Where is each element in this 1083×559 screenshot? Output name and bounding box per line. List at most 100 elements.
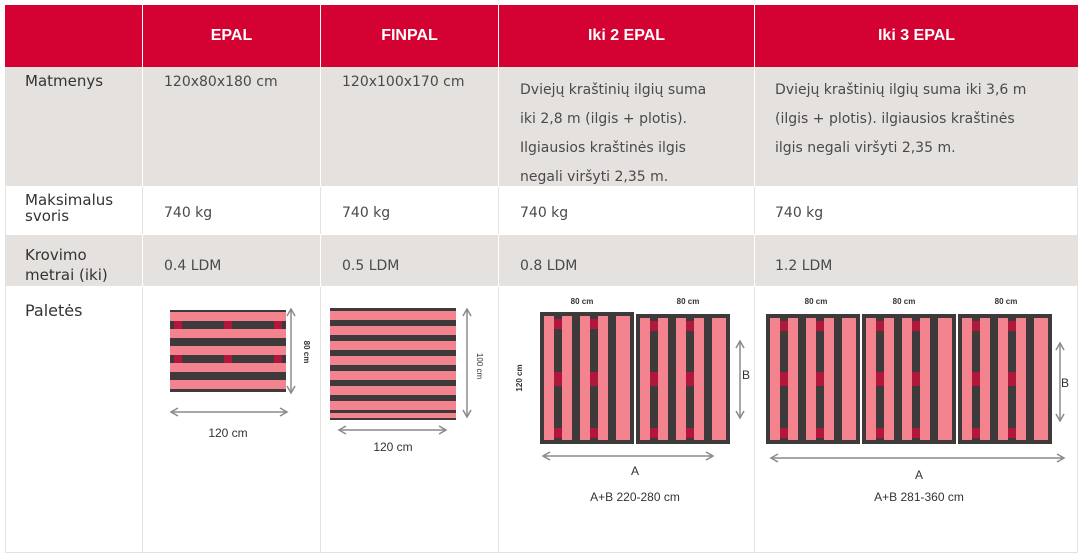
epal-pallet-diagram: 80 cm 120 cm (169, 307, 310, 440)
pallet-board (824, 318, 834, 440)
row-krovimo (5, 235, 1078, 286)
pallet-board (330, 311, 456, 320)
iki2-dimensions-line: iki 2,8 m (ilgis + plotis). (520, 111, 688, 127)
column-divider (320, 187, 321, 234)
iki2-ldm: 0.8 LDM (520, 258, 578, 274)
pallet-block (650, 372, 658, 386)
iki2-dimensions-line: Dviejų kraštinių ilgių suma (520, 82, 707, 98)
iki3-dimensions-line: ilgis negali viršyti 2,35 m. (775, 140, 956, 156)
pallet-block (174, 355, 182, 363)
epal-weight: 740 kg (164, 205, 213, 221)
epal-width-label: 120 cm (208, 426, 247, 440)
iki2-range-label: A+B 220-280 cm (590, 490, 680, 504)
column-divider (498, 5, 499, 553)
pallet-board (544, 316, 554, 440)
pallet-board (330, 341, 456, 350)
pallet-block (554, 319, 562, 329)
pallet-block (274, 355, 282, 363)
pallet-block (816, 321, 824, 331)
iki2-b-label: B (742, 368, 750, 382)
pallet-board (170, 329, 286, 338)
pallet-board (842, 318, 856, 440)
pallet-board (598, 316, 608, 440)
row-matmenys (5, 67, 1078, 186)
column-divider (754, 5, 755, 553)
iki2-pallet-icon (636, 314, 730, 444)
finpal-ldm: 0.5 LDM (342, 258, 400, 274)
epal-pallet-icon (170, 310, 286, 392)
row-label-svoris-line: Maksimalus (25, 191, 114, 209)
pallet-board (640, 318, 650, 440)
arrow-heads (1055, 341, 1065, 423)
pallet-block (876, 372, 884, 386)
epal-dimensions: 120x80x180 cm (164, 74, 278, 90)
pallet-block (780, 428, 788, 438)
pallet-board (330, 386, 456, 395)
pallet-board (330, 326, 456, 335)
row-label-krovimo-line: Krovimo (25, 246, 87, 264)
column-divider (142, 287, 143, 553)
pallet-block (972, 321, 980, 331)
row-label-svoris: Maksimalus svoris (25, 192, 113, 224)
pallet-board (658, 318, 668, 440)
pallet-block (1008, 428, 1016, 438)
pallet-board (1016, 318, 1026, 440)
pallet-board (616, 316, 630, 440)
pallet-board (562, 316, 572, 440)
pallet-block (972, 428, 980, 438)
finpal-width-label: 120 cm (373, 440, 412, 454)
row-svoris (5, 187, 1078, 234)
column-divider (754, 287, 755, 553)
pallet-board (866, 318, 876, 440)
pallet-board (920, 318, 930, 440)
pallet-block (650, 428, 658, 438)
pallet-board (770, 318, 780, 440)
arrow-heads (541, 451, 715, 461)
iki3-pallet-icon (862, 314, 956, 444)
table-bottom-border (5, 552, 1078, 553)
pallet-board (788, 318, 798, 440)
pallet-block (274, 321, 282, 329)
column-divider (142, 187, 143, 234)
iki2-dimensions-line: negali viršyti 2,35 m. (520, 169, 669, 185)
pallet-block (780, 321, 788, 331)
arrow-heads (462, 307, 472, 419)
pallet-board (694, 318, 704, 440)
epal-height-label: 80 cm (302, 341, 310, 364)
row-label-krovimo-line: metrai (iki) (25, 266, 108, 284)
pallet-block (686, 321, 694, 331)
pallet-block (816, 372, 824, 386)
pallet-block (554, 428, 562, 438)
pallet-block (650, 321, 658, 331)
arrow-heads (735, 339, 745, 420)
row-label-krovimo: Krovimo metrai (iki) (25, 245, 108, 285)
pallet-block (876, 428, 884, 438)
iki3-pallet-width-label: 80 cm (893, 297, 916, 306)
pallet-board (1034, 318, 1048, 440)
iki3-pallet-icon (958, 314, 1052, 444)
iki2-dimensions: Dviejų kraštinių ilgių suma iki 2,8 m (i… (520, 76, 706, 192)
iki2-pallet-width-label: 80 cm (571, 297, 594, 306)
pallet-block (686, 428, 694, 438)
iki3-a-label: A (915, 468, 923, 482)
column-divider (754, 187, 755, 234)
column-divider (498, 187, 499, 234)
finpal-weight: 740 kg (342, 205, 391, 221)
pallet-board (170, 312, 286, 321)
row-label-matmenys: Matmenys (25, 72, 104, 90)
pallet-board (676, 318, 686, 440)
pallet-block (816, 428, 824, 438)
column-divider (320, 287, 321, 553)
iki3-dimensions: Dviejų kraštinių ilgių suma iki 3,6 m (i… (775, 76, 1026, 163)
iki3-pallet-icon (766, 314, 860, 444)
pallet-block (780, 372, 788, 386)
epal-ldm: 0.4 LDM (164, 258, 222, 274)
iki2-pallet-width-label: 80 cm (677, 297, 700, 306)
column-divider (142, 5, 143, 553)
iki2-pallet-diagram: 80 cm 80 cm (515, 297, 750, 504)
arrow-heads (769, 453, 1066, 463)
pallet-board (712, 318, 726, 440)
pallet-block (590, 319, 598, 329)
pallet-block (1008, 372, 1016, 386)
